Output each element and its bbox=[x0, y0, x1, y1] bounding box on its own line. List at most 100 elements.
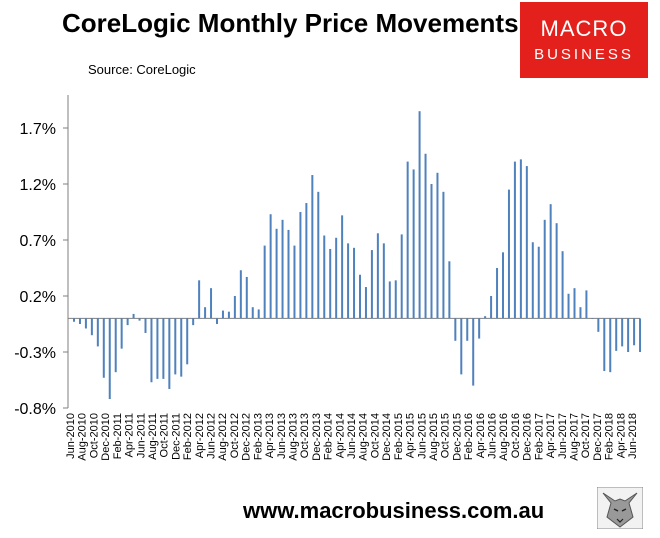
x-tick-label: Apr-2018 bbox=[615, 413, 627, 458]
bar bbox=[263, 245, 266, 319]
x-tick-label: Apr-2011 bbox=[124, 413, 136, 457]
bar bbox=[138, 318, 141, 321]
bar bbox=[484, 316, 487, 319]
x-tick-label: Dec-2016 bbox=[522, 413, 534, 461]
x-tick-label: Feb-2017 bbox=[533, 413, 545, 460]
x-tick-label: Dec-2015 bbox=[451, 413, 463, 461]
x-tick-label: Jun-2012 bbox=[206, 413, 218, 459]
bar bbox=[78, 318, 81, 324]
x-tick-label: Apr-2016 bbox=[475, 413, 487, 458]
y-tick-label: -0.8% bbox=[14, 401, 56, 418]
x-tick-label: Apr-2014 bbox=[334, 413, 346, 458]
x-tick-label: Apr-2013 bbox=[264, 413, 276, 458]
bar bbox=[561, 251, 564, 319]
bar bbox=[454, 318, 457, 341]
x-tick-label: Aug-2016 bbox=[498, 413, 510, 461]
x-tick-label: Jun-2014 bbox=[346, 413, 358, 459]
bar bbox=[150, 318, 153, 383]
bar bbox=[585, 290, 588, 319]
bar bbox=[388, 281, 391, 319]
x-tick-label: Feb-2013 bbox=[252, 413, 264, 460]
bar bbox=[162, 318, 165, 379]
bar bbox=[430, 184, 433, 319]
bar bbox=[609, 318, 612, 373]
x-tick-label: Oct-2017 bbox=[580, 413, 592, 458]
x-tick-label: Dec-2014 bbox=[381, 413, 393, 461]
bar bbox=[192, 318, 195, 326]
bar bbox=[615, 318, 618, 351]
bar bbox=[323, 235, 326, 319]
bar bbox=[567, 293, 570, 319]
bar bbox=[216, 318, 218, 324]
bar bbox=[210, 288, 213, 319]
bar bbox=[335, 237, 338, 319]
bar bbox=[490, 296, 493, 319]
bar bbox=[102, 318, 105, 378]
x-tick-label: Dec-2011 bbox=[170, 413, 182, 460]
x-tick-label: Apr-2015 bbox=[405, 413, 417, 458]
x-tick-label: Apr-2012 bbox=[194, 413, 206, 458]
bar bbox=[573, 288, 576, 319]
chart-source: Source: CoreLogic bbox=[88, 62, 196, 77]
bar bbox=[251, 307, 254, 319]
x-tick-label: Oct-2013 bbox=[299, 413, 311, 458]
bar bbox=[460, 318, 463, 375]
x-tick-label: Jun-2010 bbox=[65, 413, 77, 459]
price-movement-chart: 1.7%1.2%0.7%0.2%-0.3%-0.8% Jun-2010 Aug-2… bbox=[14, 95, 642, 461]
bar bbox=[257, 309, 260, 319]
x-tick-label: Feb-2016 bbox=[463, 413, 475, 460]
bar bbox=[394, 280, 397, 319]
bar bbox=[174, 318, 177, 375]
bar bbox=[204, 307, 207, 319]
bar bbox=[120, 318, 123, 349]
x-tick-label: Feb-2015 bbox=[393, 413, 405, 460]
x-tick-label: Aug-2012 bbox=[217, 413, 229, 461]
bar bbox=[305, 203, 308, 319]
bar bbox=[359, 274, 361, 319]
y-tick-label: 0.7% bbox=[20, 233, 56, 250]
x-tick-label: Aug-2013 bbox=[287, 413, 299, 461]
bar bbox=[436, 172, 439, 319]
x-tick-label: Aug-2011 bbox=[147, 413, 159, 460]
x-tick-label: Dec-2013 bbox=[311, 413, 323, 461]
bar bbox=[507, 189, 510, 319]
bar bbox=[376, 233, 379, 319]
x-tick-label: Jun-2013 bbox=[276, 413, 288, 459]
bar bbox=[382, 243, 385, 319]
bar bbox=[114, 318, 117, 373]
bar bbox=[239, 270, 242, 319]
x-tick-label: Aug-2015 bbox=[428, 413, 440, 461]
bar bbox=[132, 313, 135, 319]
bar bbox=[496, 268, 499, 319]
x-tick-label: Oct-2016 bbox=[510, 413, 522, 458]
bar bbox=[73, 318, 75, 322]
x-tick-label: Dec-2010 bbox=[100, 413, 112, 461]
bar bbox=[597, 318, 600, 332]
x-tick-label: Apr-2017 bbox=[545, 413, 557, 458]
bar bbox=[347, 243, 350, 319]
bar bbox=[442, 191, 445, 319]
bar bbox=[341, 215, 344, 319]
x-tick-label: Jun-2018 bbox=[627, 413, 639, 459]
bar bbox=[412, 169, 415, 319]
bar bbox=[108, 318, 111, 400]
bars bbox=[73, 111, 642, 400]
bar bbox=[96, 318, 99, 347]
macrobusiness-logo: MACRO BUSINESS bbox=[520, 2, 648, 78]
bar bbox=[90, 318, 93, 336]
bar bbox=[293, 245, 296, 319]
bar bbox=[156, 318, 159, 379]
x-tick-label: Dec-2017 bbox=[592, 413, 604, 461]
bar bbox=[233, 296, 236, 319]
bar bbox=[472, 318, 475, 386]
bar bbox=[281, 219, 284, 319]
logo-line-1: MACRO bbox=[540, 16, 628, 41]
x-tick-label: Oct-2010 bbox=[88, 413, 100, 458]
x-tick-label: Aug-2014 bbox=[358, 413, 370, 461]
wolf-logo-icon bbox=[597, 487, 643, 529]
bar bbox=[269, 214, 272, 319]
bar bbox=[406, 161, 409, 319]
y-tick-label: 1.2% bbox=[20, 177, 56, 194]
y-tick-label: 0.2% bbox=[20, 289, 56, 306]
bar bbox=[525, 166, 528, 319]
